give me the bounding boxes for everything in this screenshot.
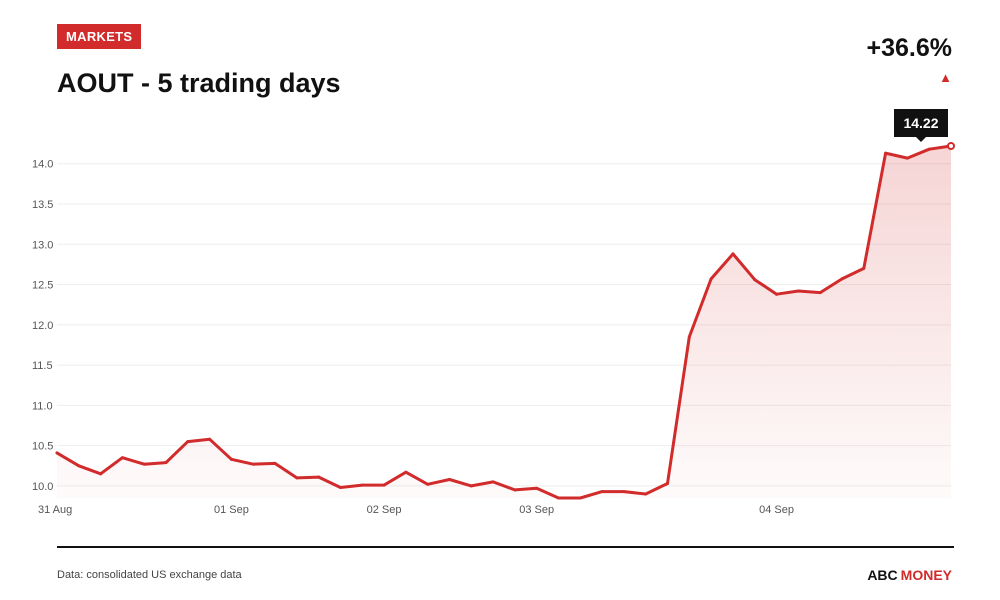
price-point bbox=[905, 156, 909, 160]
price-points bbox=[55, 144, 953, 500]
brand-secondary: MONEY bbox=[900, 567, 952, 583]
y-tick-label: 12.0 bbox=[32, 320, 53, 332]
chart-title: AOUT - 5 trading days bbox=[57, 68, 341, 98]
y-tick-label: 10.5 bbox=[32, 441, 53, 453]
price-point bbox=[796, 289, 800, 293]
up-arrow-icon: ▲ bbox=[939, 71, 952, 84]
percent-change: +36.6% bbox=[866, 34, 953, 62]
price-point bbox=[775, 292, 779, 296]
y-tick-label: 14.0 bbox=[32, 159, 53, 171]
price-point bbox=[622, 490, 626, 494]
price-point bbox=[426, 482, 430, 486]
price-point bbox=[295, 476, 299, 480]
price-point bbox=[360, 483, 364, 487]
price-point bbox=[557, 496, 561, 500]
y-tick-label: 10.0 bbox=[32, 481, 53, 493]
last-value-pointer bbox=[916, 137, 926, 142]
price-point bbox=[404, 470, 408, 474]
price-point bbox=[229, 457, 233, 461]
last-value-label: 14.22 bbox=[903, 115, 938, 131]
y-tick-label: 11.0 bbox=[32, 400, 53, 412]
y-tick-label: 13.5 bbox=[32, 199, 53, 211]
price-point bbox=[927, 147, 931, 151]
brand-primary: ABC bbox=[867, 567, 898, 583]
price-point bbox=[382, 483, 386, 487]
price-line bbox=[55, 144, 953, 500]
x-axis-labels: 31 Aug 01 Sep 02 Sep 03 Sep 04 Sep bbox=[38, 504, 794, 516]
price-point bbox=[818, 291, 822, 295]
price-point bbox=[862, 266, 866, 270]
brand-logo: ABC MONEY bbox=[867, 567, 952, 583]
price-point bbox=[709, 277, 713, 281]
price-point bbox=[731, 252, 735, 256]
price-point bbox=[447, 477, 451, 481]
price-point bbox=[273, 461, 277, 465]
x-tick-label: 01 Sep bbox=[214, 504, 249, 516]
price-point bbox=[77, 464, 81, 468]
up-arrow-glyph: ▲ bbox=[939, 70, 952, 85]
footer-divider bbox=[57, 546, 954, 548]
x-tick-label: 31 Aug bbox=[38, 504, 72, 516]
price-point bbox=[600, 490, 604, 494]
y-tick-label: 12.5 bbox=[32, 280, 53, 292]
price-point bbox=[208, 437, 212, 441]
price-point bbox=[687, 335, 691, 339]
price-point bbox=[142, 462, 146, 466]
price-point bbox=[491, 480, 495, 484]
data-source-note: Data: consolidated US exchange data bbox=[57, 569, 242, 581]
last-value-box bbox=[894, 109, 948, 137]
price-point bbox=[99, 472, 103, 476]
last-value-callout: 14.22 bbox=[894, 109, 955, 150]
x-tick-label: 04 Sep bbox=[759, 504, 794, 516]
price-point bbox=[469, 484, 473, 488]
section-badge: MARKETS bbox=[57, 24, 142, 49]
price-point bbox=[753, 278, 757, 282]
price-point bbox=[251, 462, 255, 466]
price-point bbox=[120, 456, 124, 460]
price-point bbox=[840, 277, 844, 281]
y-axis-labels: 10.0 10.5 11.0 11.5 12.0 12.5 13.0 13.5 14.0 bbox=[32, 159, 53, 493]
y-tick-label: 13.0 bbox=[32, 239, 53, 251]
price-point bbox=[164, 461, 168, 465]
price-area-fill bbox=[57, 146, 951, 498]
price-point bbox=[55, 451, 59, 455]
price-point bbox=[666, 482, 670, 486]
price-point bbox=[317, 475, 321, 479]
price-point bbox=[535, 486, 539, 490]
price-point bbox=[186, 440, 190, 444]
price-point bbox=[884, 151, 888, 155]
price-point bbox=[338, 486, 342, 490]
price-point bbox=[578, 496, 582, 500]
x-tick-label: 03 Sep bbox=[519, 504, 554, 516]
y-tick-label: 11.5 bbox=[32, 360, 53, 372]
last-point-marker bbox=[947, 142, 955, 150]
price-point bbox=[644, 492, 648, 496]
x-tick-label: 02 Sep bbox=[367, 504, 402, 516]
price-point bbox=[513, 488, 517, 492]
